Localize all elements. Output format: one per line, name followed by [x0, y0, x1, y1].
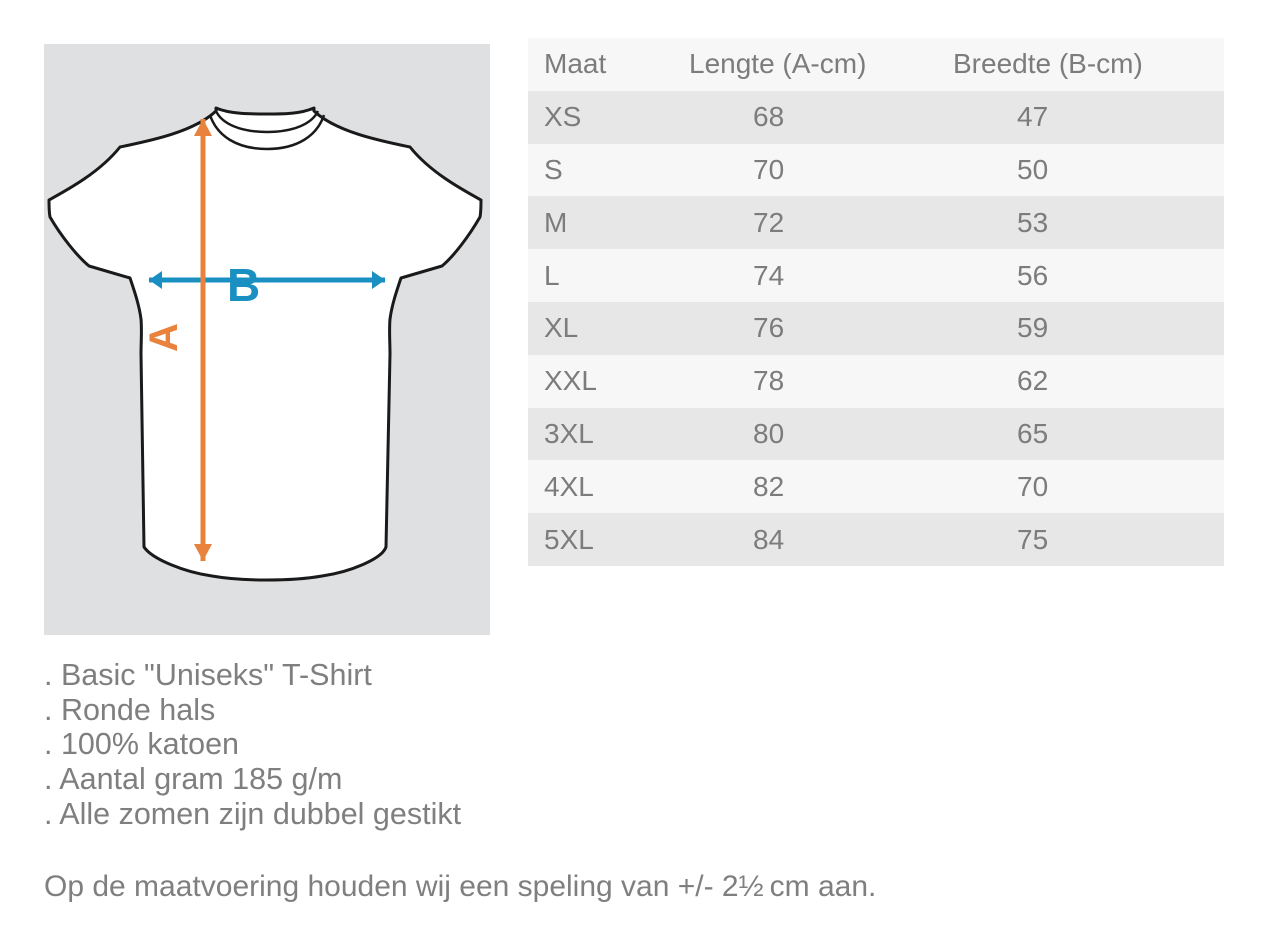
svg-text:B: B — [227, 259, 260, 311]
svg-text:A: A — [142, 323, 186, 352]
